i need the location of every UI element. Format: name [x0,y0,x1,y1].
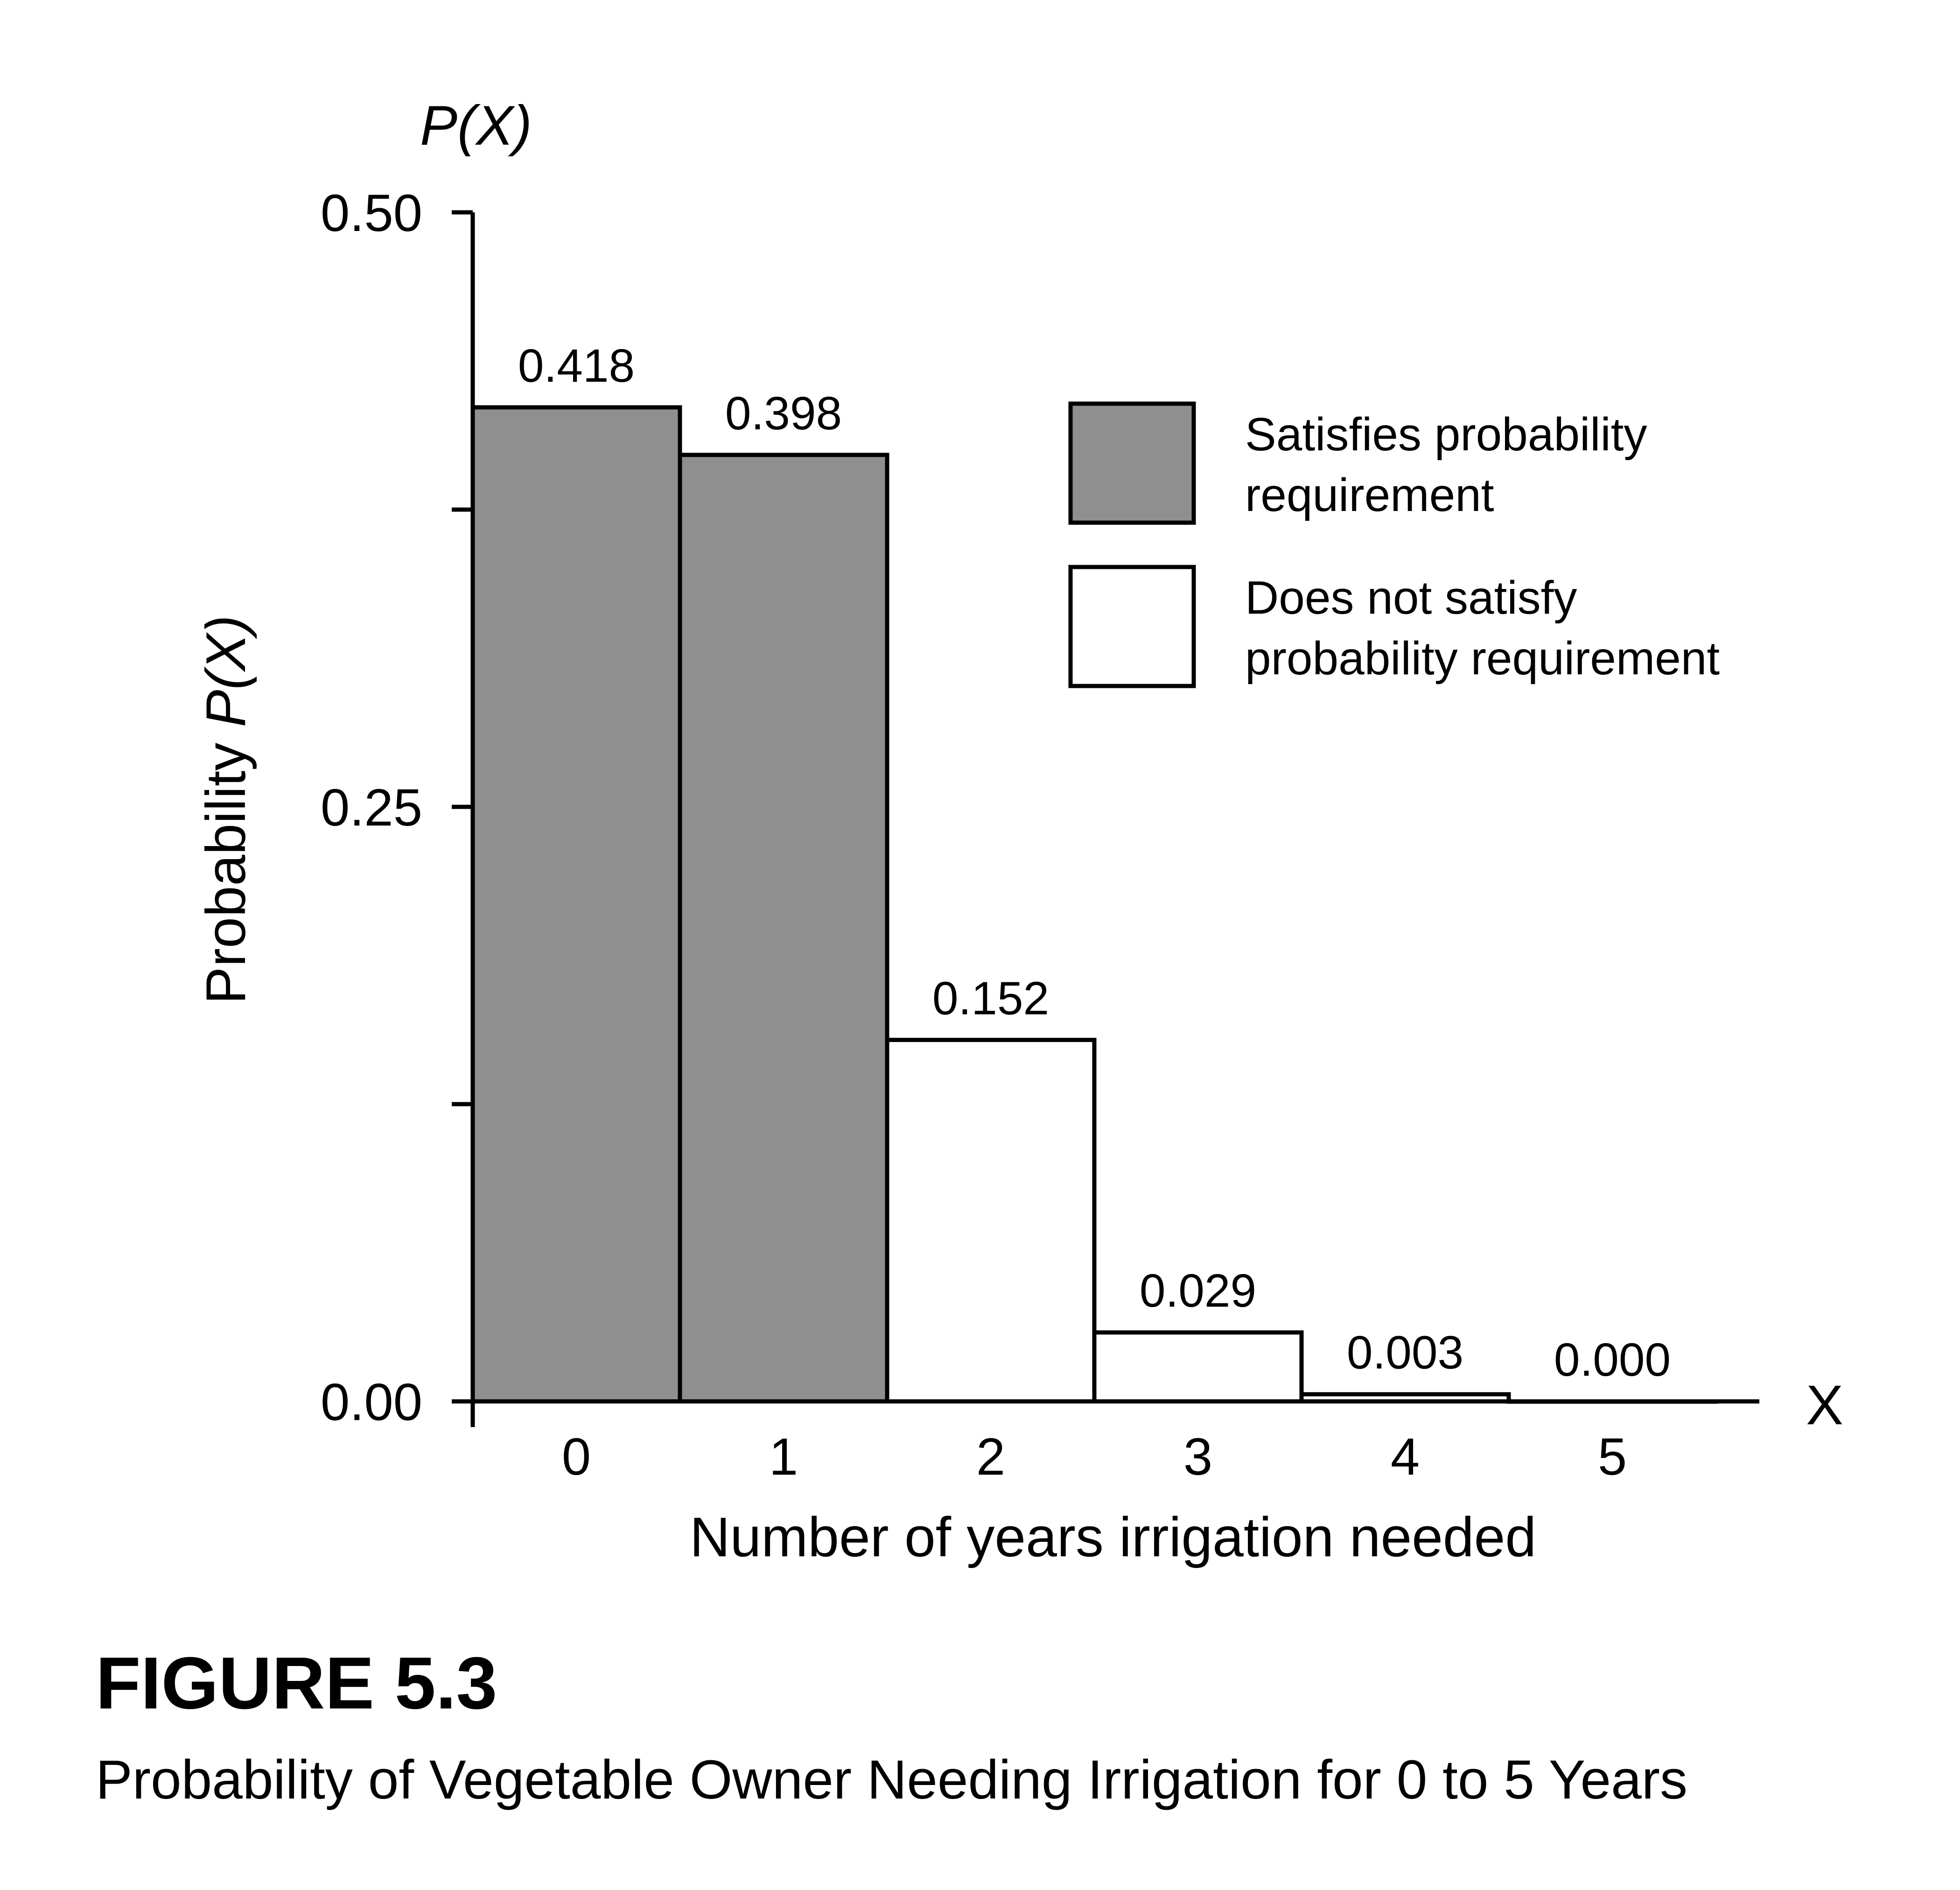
legend-swatch-0 [1068,401,1196,525]
y-axis-title: Probability P(X) [195,615,257,1004]
legend-label-1: Does not satisfy probability requirement [1245,572,1720,685]
data-labels: 0.418 0.398 0.152 0.029 0.003 0.000 [518,340,1671,1386]
x-axis-title: Number of years irrigation needed [690,1506,1536,1568]
y-tick-label-0: 0.00 [321,1373,422,1431]
y-axis-title-prefix: Probability [195,727,257,1004]
bar-2 [885,1037,1097,1404]
data-label-4: 0.003 [1347,1327,1463,1379]
bars [470,405,1718,1404]
data-label-3: 0.029 [1140,1265,1256,1317]
data-label-5: 0.000 [1554,1334,1671,1386]
legend-swatch-1 [1068,565,1196,688]
data-label-2: 0.152 [932,972,1049,1024]
y-axis-title-variable: P(X) [195,615,257,727]
x-tick-label-5: 5 [1598,1428,1627,1486]
x-tick-label-3: 3 [1183,1428,1212,1486]
legend-label-0-line-1: requirement [1245,469,1494,521]
legend-label-0-line-0: Satisfies probability [1245,408,1647,461]
legend-label-1-line-0: Does not satisfy [1245,572,1577,624]
legend: Satisfies probability requirement Does not… [1068,401,1720,688]
data-label-0: 0.418 [518,340,635,392]
bar-1 [678,453,889,1404]
x-tick-label-1: 1 [769,1428,798,1486]
y-tick-label-4: 0.50 [321,184,422,242]
x-axis-end-label: X [1806,1374,1843,1436]
x-tick-label-2: 2 [976,1428,1005,1486]
x-tick-labels: 0 1 2 3 4 5 [562,1428,1627,1486]
data-label-1: 0.398 [725,387,842,440]
y-tick-label-2: 0.25 [321,778,422,837]
bar-3 [1092,1330,1304,1404]
y-ticks: 0.00 0.25 0.50 [321,184,473,1431]
legend-label-1-line-1: probability requirement [1245,632,1720,685]
x-tick-label-4: 4 [1391,1428,1420,1486]
legend-label-0: Satisfies probability requirement [1245,408,1647,521]
y-axis-top-label: P(X) [420,94,532,157]
x-tick-label-0: 0 [562,1428,591,1486]
figure-title: FIGURE 5.3 [96,1642,497,1724]
bar-0 [470,405,682,1404]
figure-caption: Probability of Vegetable Owner Needing I… [96,1749,1687,1811]
